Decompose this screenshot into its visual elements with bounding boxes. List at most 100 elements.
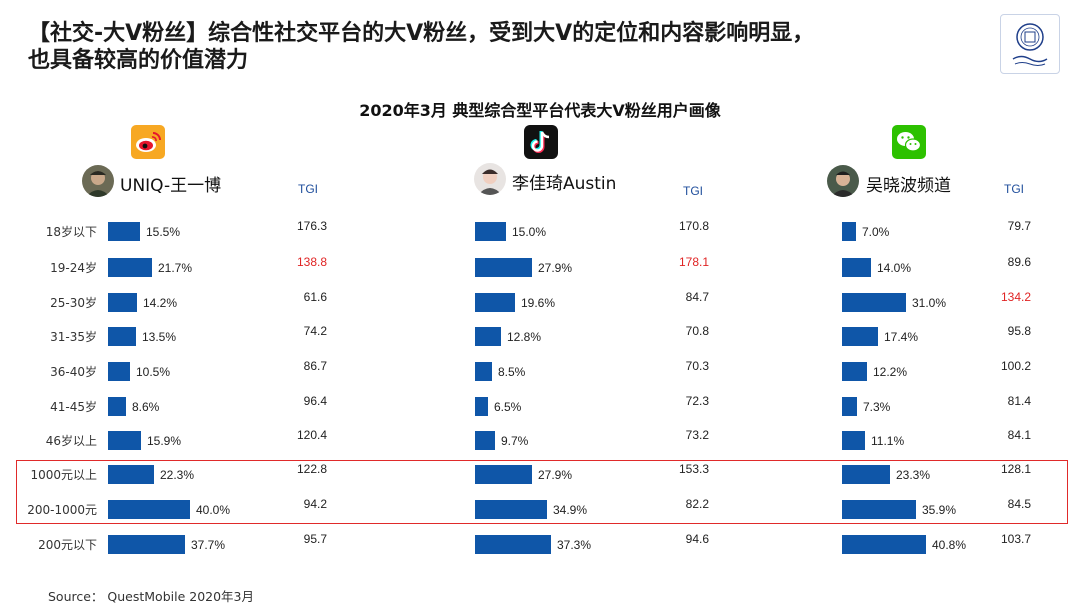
tgi-value: 96.4 xyxy=(303,394,327,408)
category-label: 36-40岁 xyxy=(50,365,97,379)
bar-1 xyxy=(108,327,136,346)
tgi-header-3: TGI xyxy=(1004,182,1024,196)
value-label: 8.6% xyxy=(132,400,160,414)
bar-2 xyxy=(475,500,547,519)
tgi-value: 81.4 xyxy=(1007,394,1031,408)
tgi-value: 73.2 xyxy=(685,428,709,442)
kol-name-3: 吴晓波频道 xyxy=(866,176,951,196)
value-label: 15.9% xyxy=(147,434,182,448)
value-label: 15.5% xyxy=(146,225,181,239)
value-label: 9.7% xyxy=(501,434,529,448)
value-label: 7.0% xyxy=(862,225,890,239)
page-title-line-2: 也具备较高的价值潜力 xyxy=(28,48,249,73)
page-title: 【社交-大V粉丝】综合性社交平台的大V粉丝，受到大V的定位和内容影响明显， 也具… xyxy=(28,20,988,74)
value-label: 8.5% xyxy=(498,365,526,379)
tgi-value: 95.7 xyxy=(303,532,327,546)
value-label: 22.3% xyxy=(160,468,195,482)
tgi-value: 86.7 xyxy=(303,359,327,373)
value-label: 23.3% xyxy=(896,468,931,482)
chart-title: 2020年3月 典型综合型平台代表大V粉丝用户画像 xyxy=(359,101,721,120)
university-seal-icon xyxy=(1000,14,1060,74)
value-label: 7.3% xyxy=(863,400,891,414)
bar-1 xyxy=(108,258,152,277)
bar-1 xyxy=(108,500,190,519)
category-label: 31-35岁 xyxy=(50,330,97,344)
bar-2 xyxy=(475,293,515,312)
bar-1 xyxy=(108,431,141,450)
category-label: 1000元以上 xyxy=(30,468,97,482)
tgi-value: 79.7 xyxy=(1007,219,1031,233)
bar-3 xyxy=(842,327,878,346)
bar-2 xyxy=(475,397,488,416)
tgi-value: 82.2 xyxy=(685,497,709,511)
bar-3 xyxy=(842,397,857,416)
bar-3 xyxy=(842,293,906,312)
tgi-value: 74.2 xyxy=(303,324,327,338)
bar-1 xyxy=(108,222,140,241)
tgi-value: 176.3 xyxy=(296,219,327,233)
category-label: 200-1000元 xyxy=(27,503,97,517)
bar-2 xyxy=(475,222,506,241)
bar-3 xyxy=(842,222,856,241)
page-title-line-1: 【社交-大V粉丝】综合性社交平台的大V粉丝，受到大V的定位和内容影响明显， xyxy=(28,21,815,46)
tgi-value: 94.6 xyxy=(685,532,709,546)
bar-3 xyxy=(842,465,890,484)
category-label: 18岁以下 xyxy=(45,225,97,239)
value-label: 15.0% xyxy=(512,225,547,239)
value-label: 6.5% xyxy=(494,400,522,414)
tgi-value: 84.1 xyxy=(1007,428,1031,442)
tgi-value: 61.6 xyxy=(303,290,327,304)
bar-2 xyxy=(475,465,532,484)
bar-3 xyxy=(842,500,916,519)
value-label: 21.7% xyxy=(158,261,193,275)
tgi-header-1: TGI xyxy=(298,182,318,196)
value-label: 37.7% xyxy=(191,538,226,552)
category-label: 46岁以上 xyxy=(45,434,97,448)
tgi-value: 178.1 xyxy=(678,255,709,269)
tgi-value: 153.3 xyxy=(678,462,709,476)
kol-name-1: UNIQ-王一博 xyxy=(120,176,222,196)
value-label: 35.9% xyxy=(922,503,957,517)
tgi-value: 70.8 xyxy=(685,324,709,338)
bar-2 xyxy=(475,258,532,277)
tgi-value: 122.8 xyxy=(296,462,327,476)
bar-3 xyxy=(842,535,926,554)
tgi-value: 138.8 xyxy=(296,255,327,269)
value-label: 27.9% xyxy=(538,468,573,482)
tgi-value: 94.2 xyxy=(303,497,327,511)
bar-1 xyxy=(108,397,126,416)
tgi-value: 84.7 xyxy=(685,290,709,304)
category-label: 200元以下 xyxy=(38,538,97,552)
tgi-header-2: TGI xyxy=(683,184,703,198)
douyin-icon xyxy=(524,125,558,159)
tgi-value: 134.2 xyxy=(1000,290,1031,304)
value-label: 40.8% xyxy=(932,538,967,552)
weibo-icon xyxy=(131,125,165,159)
bar-2 xyxy=(475,327,501,346)
tgi-value: 170.8 xyxy=(678,219,709,233)
bar-3 xyxy=(842,258,871,277)
value-label: 14.0% xyxy=(877,261,912,275)
category-label: 41-45岁 xyxy=(50,400,97,414)
bar-1 xyxy=(108,465,154,484)
kol-avatar-1 xyxy=(82,165,114,197)
value-label: 34.9% xyxy=(553,503,588,517)
tgi-value: 128.1 xyxy=(1000,462,1031,476)
bar-1 xyxy=(108,293,137,312)
bar-2 xyxy=(475,535,551,554)
tgi-value: 89.6 xyxy=(1007,255,1031,269)
tgi-value: 95.8 xyxy=(1007,324,1031,338)
bar-1 xyxy=(108,535,185,554)
value-label: 12.8% xyxy=(507,330,542,344)
value-label: 40.0% xyxy=(196,503,231,517)
source-note: Source： QuestMobile 2020年3月 xyxy=(48,589,255,604)
bar-2 xyxy=(475,431,495,450)
value-label: 12.2% xyxy=(873,365,908,379)
kol-avatar-2 xyxy=(474,163,506,195)
value-label: 13.5% xyxy=(142,330,177,344)
category-label: 25-30岁 xyxy=(50,296,97,310)
bar-3 xyxy=(842,362,867,381)
value-label: 31.0% xyxy=(912,296,947,310)
bar-3 xyxy=(842,431,865,450)
value-label: 19.6% xyxy=(521,296,556,310)
